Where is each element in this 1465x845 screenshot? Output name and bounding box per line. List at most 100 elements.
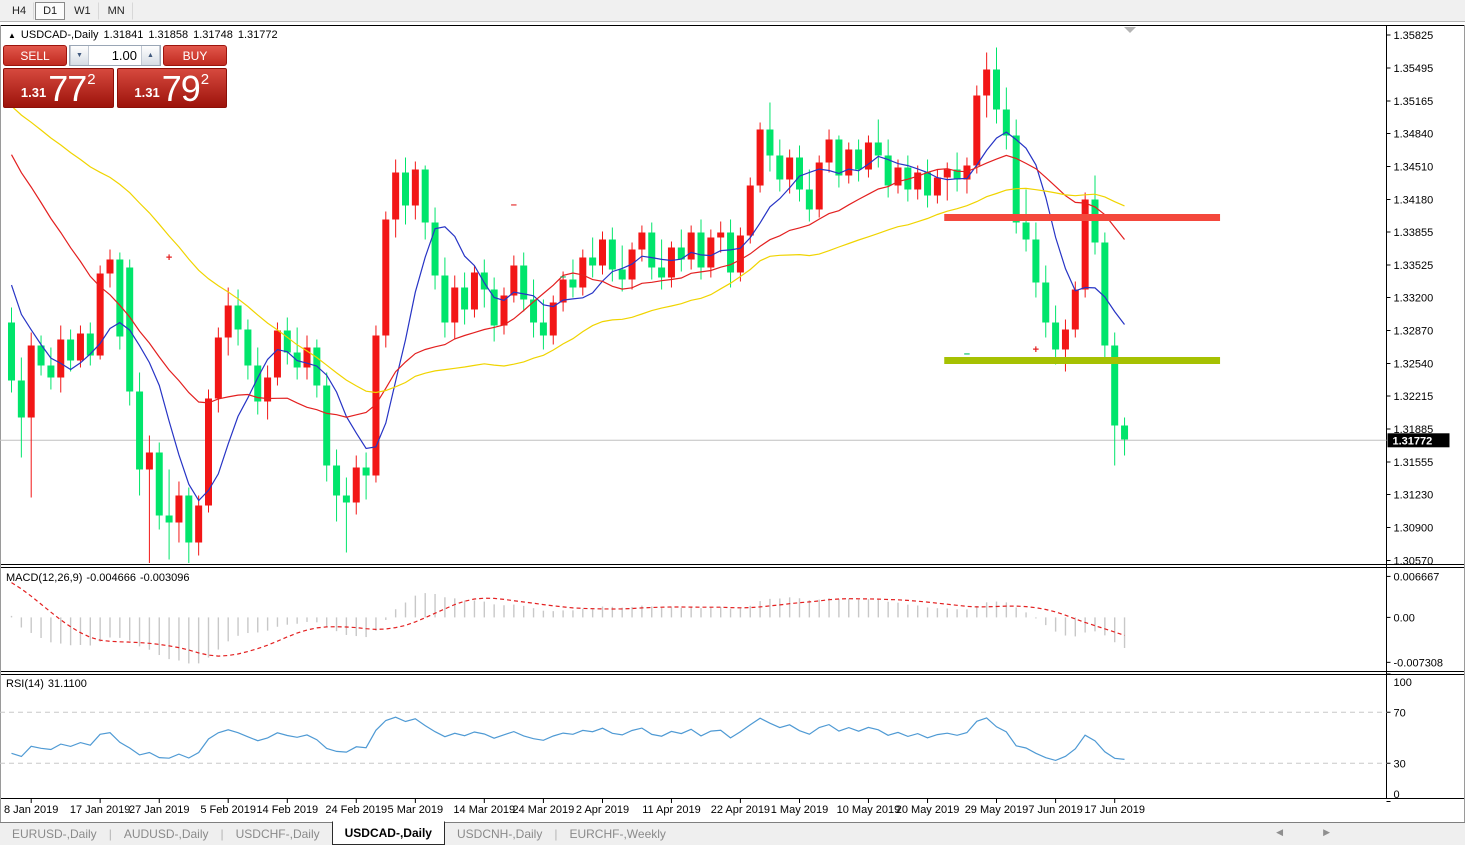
macd-signal-value: -0.003096 [139, 572, 190, 584]
time-axis-label: 22 Apr 2019 [711, 804, 770, 816]
time-axis-label: 27 Jan 2019 [129, 804, 190, 816]
macd-axis-label: -0.007308 [1394, 657, 1444, 669]
time-axis-label: 7 Jun 2019 [1028, 804, 1082, 816]
price-axis-label: 1.34840 [1394, 129, 1434, 141]
time-axis-label: 17 Jan 2019 [70, 804, 131, 816]
price-axis-label: 1.30900 [1394, 523, 1434, 535]
price-axis-label: 1.34180 [1394, 195, 1434, 207]
timeframe-button-h4[interactable]: H4 [4, 1, 35, 20]
time-axis-label: 10 May 2019 [837, 804, 901, 816]
time-axis-label: 24 Mar 2019 [513, 804, 575, 816]
support-line[interactable] [944, 357, 1221, 364]
price-axis-label: 1.32540 [1394, 359, 1434, 371]
tab-scroll-left-icon[interactable]: ◀ [1276, 827, 1324, 837]
time-axis-label: 14 Feb 2019 [256, 804, 318, 816]
time-axis-label: 14 Mar 2019 [453, 804, 515, 816]
volume-input[interactable] [89, 46, 141, 65]
one-click-trading-panel: SELL ▼ ▲ BUY 1.31 77 2 1.31 79 2 [3, 45, 227, 108]
trade-marker-icon: – [964, 348, 970, 360]
chart-window-background [0, 23, 1465, 822]
price-axis-label: 1.33525 [1394, 260, 1434, 272]
price-axis-label: 1.34510 [1394, 162, 1434, 174]
candles [8, 47, 1129, 563]
tab-usdchfdaily[interactable]: USDCHF-,Daily [235, 826, 320, 841]
price-axis-label: 1.35825 [1394, 30, 1434, 42]
price-axis-label: 1.31230 [1394, 490, 1434, 502]
tab-scroll-right-icon[interactable]: ▶ [1323, 827, 1370, 837]
time-axis-label: 20 May 2019 [896, 804, 960, 816]
volume-down-icon[interactable]: ▼ [70, 46, 89, 65]
ohlc-open: 1.31841 [103, 29, 144, 41]
time-axis-label: 1 May 2019 [771, 804, 828, 816]
rsi-axis-label: 30 [1394, 758, 1406, 770]
chart-title: ▲ USDCAD-,Daily 1.31841 1.31858 1.31748 1.317… [8, 29, 283, 41]
volume-control: ▼ ▲ [69, 45, 161, 66]
tab-separator: | [554, 827, 558, 841]
tab-separator: | [108, 827, 112, 841]
tab-eurusddaily[interactable]: EURUSD-,Daily [12, 826, 97, 841]
time-axis-label: 8 Jan 2019 [4, 804, 58, 816]
timeframe-button-d1[interactable]: D1 [35, 1, 66, 20]
time-axis-label: 29 May 2019 [965, 804, 1029, 816]
rsi-axis-label: 100 [1394, 677, 1412, 689]
current-price-tag-value: 1.31772 [1393, 435, 1433, 447]
tab-audusddaily[interactable]: AUDUSD-,Daily [123, 826, 209, 841]
price-axis-label: 1.32215 [1394, 391, 1434, 403]
sell-price-display[interactable]: 1.31 77 2 [3, 68, 114, 108]
timeframe-button-w1[interactable]: W1 [66, 1, 99, 20]
buy-button[interactable]: BUY [163, 45, 227, 66]
price-axis-label: 1.33855 [1394, 227, 1434, 239]
macd-name: MACD(12,26,9) [6, 572, 83, 584]
rsi-label: RSI(14) 31.1100 [6, 678, 91, 690]
buy-price-prefix: 1.31 [134, 85, 160, 100]
ohlc-low: 1.31748 [193, 29, 233, 41]
trade-marker-icon: + [1082, 204, 1088, 216]
time-axis-label: 11 Apr 2019 [642, 804, 701, 816]
time-axis-label: 2 Apr 2019 [576, 804, 629, 816]
rsi-value: 31.1100 [47, 678, 87, 690]
tab-usdcaddaily[interactable]: USDCAD-,Daily [331, 821, 445, 845]
macd-histogram [10, 593, 1126, 664]
timeframe-toolbar: H4 D1 W1 MN [0, 0, 1465, 22]
macd-axis-label: 0.006667 [1394, 571, 1440, 583]
price-axis-label: 1.32870 [1394, 326, 1434, 338]
macd-axis-label: 0.00 [1394, 612, 1415, 624]
sell-price-sup: 2 [87, 71, 96, 88]
macd-signal-line [11, 582, 1125, 657]
time-axis-label: 5 Mar 2019 [388, 804, 444, 816]
timeframe-button-mn[interactable]: MN [100, 1, 133, 20]
collapse-panel-icon[interactable]: ▲ [8, 31, 16, 40]
rsi-axis-label: 70 [1394, 707, 1406, 719]
trade-marker-icon: + [412, 169, 418, 181]
sell-price-prefix: 1.31 [20, 85, 47, 100]
buy-price-display[interactable]: 1.31 79 2 [116, 68, 227, 109]
rsi-name: RSI(14) [6, 678, 44, 690]
tab-usdcnhdaily[interactable]: USDCNH-,Daily [456, 826, 543, 841]
trade-marker-icon: + [1033, 344, 1039, 356]
trade-marker-icon: – [560, 271, 566, 283]
time-axis-label: 17 Jun 2019 [1084, 804, 1145, 816]
macd-label: MACD(12,26,9) -0.004666 -0.003096 [6, 572, 194, 584]
price-axis-label: 1.35165 [1394, 96, 1434, 108]
buy-price-big: 79 [161, 68, 201, 109]
time-axis-label: 5 Feb 2019 [200, 804, 256, 816]
price-axis-label: 1.35495 [1394, 63, 1434, 75]
ma-line-slow [11, 105, 1125, 394]
tab-separator: | [220, 827, 224, 841]
tab-scroll-arrows: ◀▶ [1276, 827, 1370, 838]
ma-line-medium [10, 154, 1125, 418]
ma-line-fast [10, 131, 1125, 502]
price-axis-label: 1.31555 [1394, 457, 1434, 469]
macd-value: -0.004666 [86, 572, 136, 584]
resistance-line[interactable] [944, 214, 1221, 221]
rsi-axis-label: 0 [1394, 789, 1400, 801]
volume-up-icon[interactable]: ▲ [141, 46, 160, 65]
chart-shift-icon[interactable] [1124, 27, 1136, 33]
price-axis-label: 1.33200 [1394, 293, 1434, 305]
trade-marker-icon: – [511, 199, 517, 211]
tab-eurchfweekly[interactable]: EURCHF-,Weekly [569, 826, 666, 841]
sell-button[interactable]: SELL [3, 45, 67, 66]
chart-symbol-label: USDCAD-,Daily [20, 29, 99, 41]
sell-price-big: 77 [48, 68, 87, 109]
